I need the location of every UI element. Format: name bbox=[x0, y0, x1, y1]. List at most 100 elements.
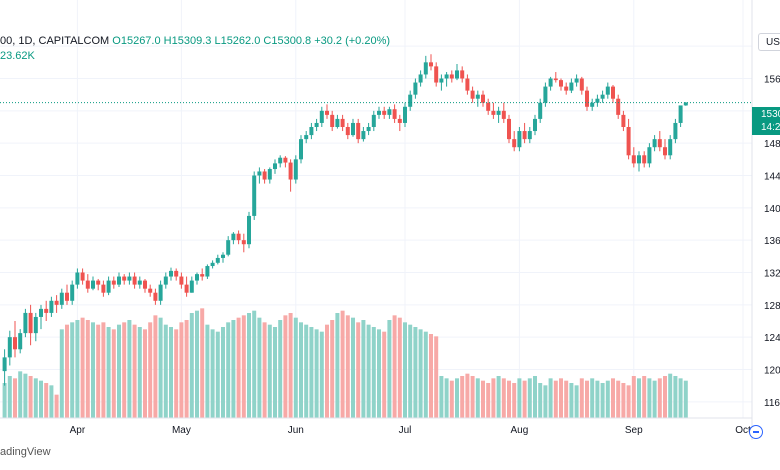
price-candles bbox=[2, 54, 688, 386]
legend-ohlc: 00, 1D, CAPITALCOM O15267.0 H15309.3 L15… bbox=[0, 35, 390, 47]
volume-bar bbox=[158, 317, 163, 418]
volume-bar bbox=[631, 376, 636, 418]
candle-body bbox=[13, 337, 17, 350]
candle-body bbox=[200, 274, 205, 277]
volume-bar bbox=[330, 320, 335, 418]
volume-bar bbox=[247, 313, 251, 418]
volume-bar bbox=[91, 322, 95, 418]
volume-bar bbox=[392, 315, 397, 418]
volume-bar bbox=[444, 378, 449, 418]
volume-bar bbox=[80, 317, 85, 418]
volume-bar bbox=[382, 331, 387, 418]
volume-bar bbox=[533, 376, 537, 418]
legend-open: O15267.0 bbox=[112, 35, 161, 47]
volume-bar bbox=[455, 378, 459, 418]
volume-bar bbox=[611, 378, 615, 418]
candle-body bbox=[309, 127, 314, 136]
volume-bar bbox=[226, 322, 231, 418]
volume-bar bbox=[59, 329, 64, 418]
candle-body bbox=[439, 78, 444, 83]
volume-bar bbox=[559, 378, 563, 418]
candle-body bbox=[371, 114, 376, 127]
candle-body bbox=[330, 114, 335, 127]
volume-bar bbox=[538, 383, 543, 418]
volume-bar bbox=[403, 322, 407, 418]
candle-body bbox=[226, 240, 231, 255]
volume-bar bbox=[366, 324, 371, 418]
candle-body bbox=[148, 288, 153, 293]
candle-body bbox=[465, 78, 470, 91]
volume-bar bbox=[371, 327, 376, 418]
candle-body bbox=[507, 118, 511, 140]
bar-countdown: 14:2 bbox=[761, 122, 780, 133]
volume-bar bbox=[647, 378, 652, 418]
candle-body bbox=[278, 157, 283, 164]
candle-body bbox=[517, 131, 522, 148]
volume-bar bbox=[678, 378, 683, 418]
candle-body bbox=[496, 110, 501, 115]
volume-bar bbox=[23, 373, 28, 418]
auto-scale-icon[interactable] bbox=[749, 425, 763, 439]
volume-bar bbox=[579, 378, 584, 418]
volume-bar bbox=[2, 383, 7, 418]
last-price-label: 15300.8 14:2 bbox=[752, 107, 780, 135]
candle-body bbox=[143, 280, 147, 289]
volume-bar bbox=[205, 324, 210, 418]
candle-body bbox=[683, 102, 688, 106]
volume-bar bbox=[122, 322, 127, 418]
volume-bar bbox=[184, 320, 189, 418]
volume-bar bbox=[49, 385, 54, 418]
volume-bar bbox=[127, 320, 132, 418]
volume-bar bbox=[663, 376, 667, 418]
currency-selector[interactable]: USD bbox=[758, 33, 780, 51]
volume-bar bbox=[418, 329, 423, 418]
candle-body bbox=[262, 171, 267, 180]
candle-body bbox=[117, 276, 121, 285]
volume-bar bbox=[85, 320, 90, 418]
price-axis[interactable]: 11600 12000 12400 12800 13200 13600 14000 14400… bbox=[751, 0, 780, 440]
volume-bar bbox=[241, 315, 246, 418]
time-axis[interactable]: Apr May Jun Jul Aug Sep Oct bbox=[0, 417, 752, 436]
volume-bar bbox=[325, 324, 329, 418]
candle-body bbox=[470, 90, 475, 99]
candle-body bbox=[215, 257, 220, 263]
candle-body bbox=[210, 262, 215, 267]
volume-bar bbox=[491, 378, 496, 418]
candle-body bbox=[44, 308, 49, 313]
candle-body bbox=[65, 292, 69, 301]
candle-body bbox=[231, 233, 236, 241]
candle-body bbox=[96, 280, 101, 285]
candle-body bbox=[325, 110, 329, 115]
volume-bar bbox=[319, 331, 324, 418]
candle-body bbox=[273, 163, 277, 170]
candle-body bbox=[657, 139, 662, 148]
volume-bar bbox=[252, 310, 257, 418]
candle-body bbox=[559, 80, 563, 87]
volume-bar bbox=[434, 336, 439, 418]
candle-body bbox=[304, 135, 309, 140]
volume-bar bbox=[423, 331, 428, 418]
candle-body bbox=[54, 300, 59, 305]
volume-bar bbox=[132, 324, 137, 418]
time-tick-label: Jun bbox=[288, 425, 304, 436]
volume-bar bbox=[106, 327, 111, 418]
candle-body bbox=[80, 272, 85, 281]
volume-bar bbox=[600, 383, 605, 418]
candle-body bbox=[642, 155, 647, 164]
candle-body bbox=[377, 110, 381, 115]
volume-bar bbox=[39, 380, 43, 418]
legend-symbol[interactable]: 00, 1D, CAPITALCOM bbox=[0, 35, 110, 47]
candle-body bbox=[387, 109, 392, 115]
volume-bar bbox=[267, 324, 272, 418]
candle-body bbox=[283, 157, 288, 163]
volume-bar bbox=[33, 378, 38, 418]
volume-bar bbox=[215, 331, 220, 418]
price-tick-label: 14800 bbox=[764, 139, 780, 150]
volume-bar bbox=[262, 322, 267, 418]
volume-bar bbox=[351, 317, 355, 418]
volume-bar bbox=[642, 376, 647, 418]
legend-change: +30.2 (+0.20%) bbox=[314, 35, 391, 47]
candle-body bbox=[205, 266, 210, 277]
volume-bar bbox=[7, 376, 12, 418]
